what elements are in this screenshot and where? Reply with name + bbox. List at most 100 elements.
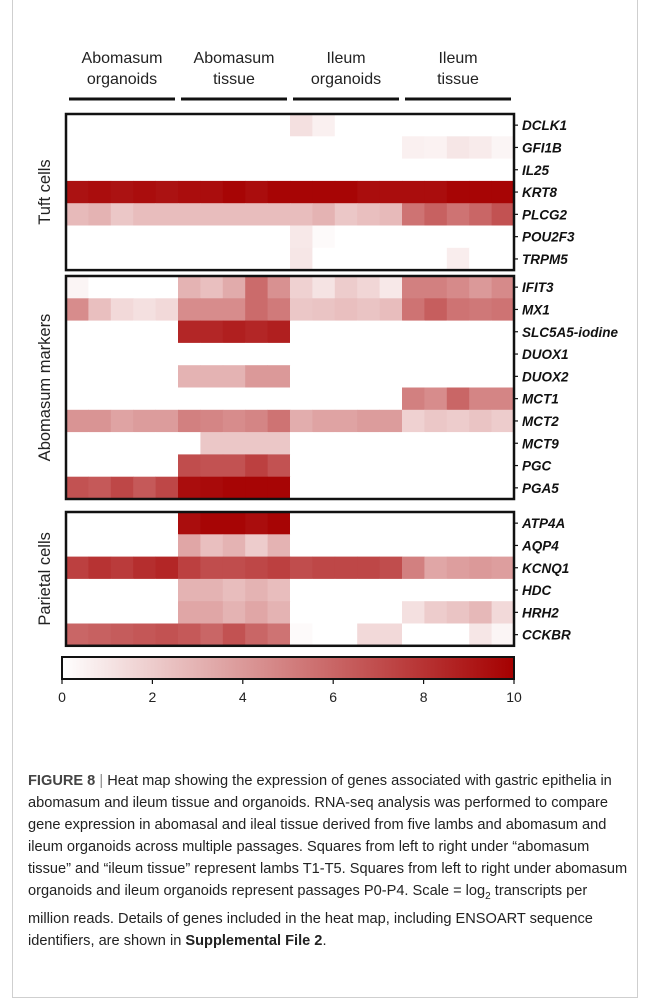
heatmap-cell [290,387,313,411]
heatmap-cell [357,601,380,624]
heatmap-cell [110,387,134,411]
heatmap-cell [469,114,492,137]
heatmap-cell [491,578,515,602]
heatmap-cell [222,432,246,455]
heatmap-cell [222,320,246,344]
heatmap-cell [357,158,380,182]
heatmap-cell [133,158,156,182]
heatmap-cell [446,512,470,535]
heatmap-cell [290,225,313,249]
heatmap-cell [379,578,403,602]
heatmap-cell [200,476,224,500]
heatmap-cell [267,247,291,271]
gene-label: GFI1B [522,140,562,155]
heatmap-cell [245,556,268,580]
heatmap-cell [178,136,201,159]
heatmap-cell [334,534,358,557]
heatmap-cell [200,365,224,388]
gene-label: DUOX1 [522,347,569,362]
heatmap-cell [200,203,224,226]
heatmap-cell [88,409,112,433]
heatmap-cell [200,387,224,411]
heatmap-cell [379,623,403,647]
heatmap-cell [133,534,156,557]
colorbar-tick-label: 2 [149,689,157,705]
heatmap-cell [334,476,358,500]
heatmap-cell [178,601,201,624]
heatmap-cell [491,601,515,624]
heatmap-cell [469,180,492,204]
heatmap-cell [491,320,515,344]
heatmap-cell [379,534,403,557]
heatmap-cell [446,298,470,321]
gene-label: AQP4 [521,538,559,553]
heatmap-cell [267,534,291,557]
heatmap-cell [155,432,179,455]
heatmap-cell [88,247,112,271]
heatmap-cell [110,409,134,433]
heatmap-cells [66,114,515,647]
heatmap-cell [66,512,89,535]
heatmap-cell [357,114,380,137]
supplemental-file-link[interactable]: Supplemental File 2 [185,932,323,949]
heatmap-cell [290,342,313,366]
column-headers: Abomasum organoids Abomasum tissue Ileum orga… [69,50,511,101]
figure-caption: FIGURE 8 | Heat map showing the expressi… [28,770,628,952]
heatmap-cell [424,432,448,455]
colorbar-tick-label: 4 [239,689,247,705]
colorbar: 0 2 4 6 8 10 [58,656,522,705]
heatmap-cell [424,387,448,411]
column-group-sublabel: tissue [437,71,479,88]
heatmap-cell [334,623,358,647]
heatmap-cell [469,320,492,344]
heatmap-cell [379,136,403,159]
heatmap-cell [446,454,470,478]
colorbar-tick-label: 10 [506,689,522,705]
heatmap-cell [424,247,448,271]
heatmap-cell [222,225,246,249]
heatmap-cell [446,114,470,137]
heatmap-cell [66,298,89,321]
heatmap-cell [178,180,201,204]
heatmap-cell [491,476,515,500]
heatmap-cell [357,136,380,159]
heatmap-cell [267,432,291,455]
figure-frame [12,0,638,998]
column-group-label: Abomasum [194,50,275,67]
heatmap-cell [222,158,246,182]
heatmap-cell [178,298,201,321]
heatmap-cell [357,247,380,271]
gene-label: DCLK1 [522,118,567,133]
gene-label: MCT9 [522,436,559,451]
caption-end: . [322,932,327,949]
heatmap-cell [267,298,291,321]
heatmap-cell [178,534,201,557]
heatmap-cell [245,512,268,535]
heatmap-cell [155,276,179,299]
heatmap-cell [267,180,291,204]
heatmap-cell [178,158,201,182]
heatmap-cell [290,578,313,602]
heatmap-cell [178,114,201,137]
heatmap-cell [222,601,246,624]
heatmap-cell [222,298,246,321]
heatmap-cell [334,387,358,411]
heatmap-cell [424,556,448,580]
heatmap-cell [424,180,448,204]
heatmap-cell [469,276,492,299]
heatmap-panel-border [64,510,516,648]
heatmap-cell [155,601,179,624]
column-group-sublabel: tissue [213,71,255,88]
heatmap-cell [469,136,492,159]
heatmap-cell [110,623,134,647]
heatmap-cell [402,578,425,602]
heatmap-cell [245,247,268,271]
gene-label: DUOX2 [522,369,569,384]
heatmap-cell [178,556,201,580]
heatmap-cell [245,601,268,624]
heatmap-cell [402,432,425,455]
heatmap-cell [110,158,134,182]
heatmap-cell [446,556,470,580]
heatmap-cell [402,409,425,433]
heatmap-cell [155,136,179,159]
